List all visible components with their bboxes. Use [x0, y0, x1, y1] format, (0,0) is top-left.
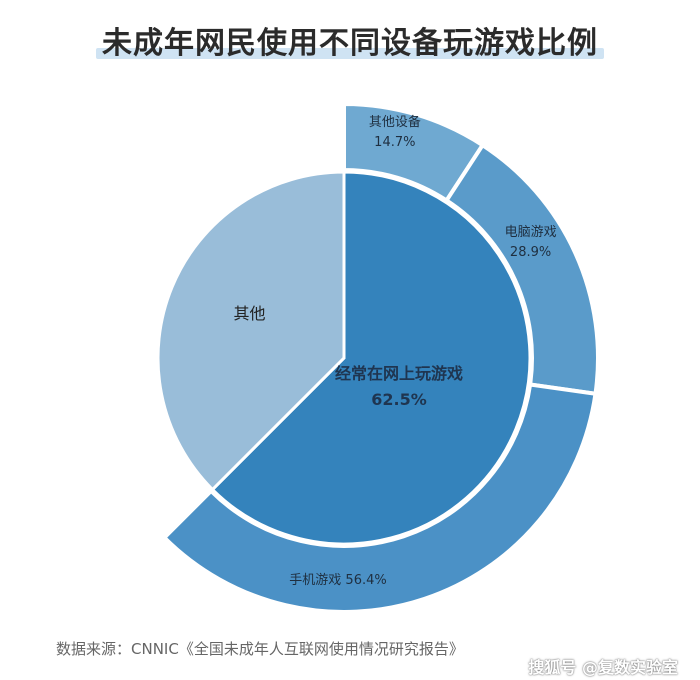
- slice-labels: 经常在网上玩游戏 62.5% 其他 其他设备 14.7% 电脑游戏 28.9% 手机游戏 56…: [233, 114, 556, 588]
- inner-slice-label-0: 经常在网上玩游戏: [335, 364, 463, 383]
- inner-slice-label-1: 其他: [233, 304, 265, 323]
- title-text: 未成年网民使用不同设备玩游戏比例: [102, 26, 598, 61]
- data-source: 数据来源：CNNIC《全国未成年人互联网使用情况研究报告》: [56, 640, 464, 658]
- outer-slice-value-1: 28.9%: [510, 245, 551, 260]
- inner-slice-1: [156, 170, 346, 492]
- chart-title: 未成年网民使用不同设备玩游戏比例: [96, 18, 604, 62]
- outer-slice-label-0: 其他设备: [369, 114, 421, 130]
- inner-pie: [156, 170, 532, 546]
- outer-slice-value-0: 14.7%: [374, 135, 415, 150]
- outer-ring: [161, 101, 600, 614]
- outer-slice-label-2: 手机游戏 56.4%: [289, 573, 386, 588]
- inner-slice-0: [210, 170, 532, 546]
- outer-slice-2: [161, 382, 598, 614]
- inner-slice-value-0: 62.5%: [371, 390, 427, 409]
- watermark: 搜狐号 @复数实验室: [528, 658, 678, 677]
- outer-slice-label-1: 电脑游戏: [505, 225, 557, 240]
